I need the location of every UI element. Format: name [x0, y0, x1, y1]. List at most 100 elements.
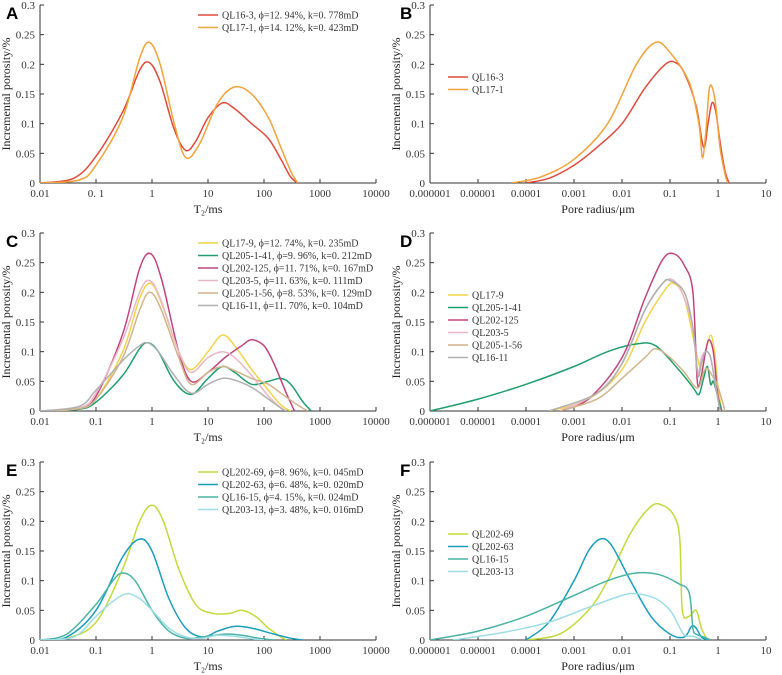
y-axis-title: Incremental porosity/% [389, 495, 403, 608]
y-tick-label: 0.2 [21, 516, 35, 528]
legend-label: QL202-69 [472, 530, 514, 541]
x-tick-label: 10 [203, 416, 215, 428]
x-tick-label: 0.000001 [409, 416, 450, 428]
x-tick-label: 10 [761, 645, 773, 657]
y-tick-label: 0.15 [16, 317, 36, 329]
y-tick-label: 0.3 [411, 0, 425, 12]
x-tick-label: 1 [715, 645, 721, 657]
y-tick-label: 0.2 [21, 59, 35, 71]
y-tick-label: 0.1 [411, 347, 425, 359]
y-tick-label: 0 [30, 635, 36, 647]
y-tick-label: 0.3 [411, 457, 425, 469]
x-tick-label: 0.001 [562, 416, 587, 428]
y-tick-label: 0.15 [406, 546, 426, 558]
series-line [430, 342, 723, 411]
y-tick-label: 0 [30, 406, 36, 418]
x-tick-label: 0.001 [562, 188, 587, 200]
x-tick-label: 0.01 [612, 188, 631, 200]
x-tick-label: 0.1 [89, 645, 103, 657]
x-tick-label: 0.1 [663, 416, 677, 428]
x-tick-label: 10000 [362, 416, 390, 428]
x-tick-label: 100 [256, 188, 273, 200]
y-tick-label: 0.25 [16, 30, 36, 42]
y-tick-label: 0.05 [16, 148, 36, 160]
y-tick-label: 0.2 [411, 516, 425, 528]
panel-letter: C [6, 232, 18, 251]
y-tick-label: 0.3 [21, 0, 35, 12]
series-group [40, 252, 312, 411]
x-axis-title: Pore radius/μm [561, 202, 635, 216]
y-tick-label: 0.05 [406, 376, 426, 388]
panel-letter: F [400, 461, 410, 480]
legend-label: QL16-15 [472, 555, 509, 566]
x-tick-label: 0.001 [562, 645, 587, 657]
series-line [40, 592, 265, 640]
x-tick-label: 1 [149, 188, 155, 200]
y-tick-label: 0.15 [406, 317, 426, 329]
x-tick-label: 0.0001 [511, 416, 541, 428]
y-tick-label: 0.25 [16, 258, 36, 270]
series-line [40, 341, 312, 411]
series-line [548, 282, 723, 411]
series-group [511, 41, 730, 183]
series-line [559, 252, 721, 411]
legend-label: QL205-1-56 [472, 341, 522, 352]
legend-label: QL205-1-41 [472, 303, 522, 314]
legend-label: QL17-9 [472, 291, 504, 302]
y-tick-label: 0.25 [406, 258, 426, 270]
x-tick-label: 100 [256, 645, 273, 657]
x-tick-label: 100 [256, 416, 273, 428]
legend: QL17-9, ϕ=12. 74%, k=0. 235mDQL205-1-41,… [198, 239, 373, 312]
series-group [430, 502, 711, 640]
legend-label: QL202-69, ϕ=8. 96%, k=0. 045mD [222, 468, 364, 479]
panel-letter: E [6, 461, 17, 480]
series-line [40, 504, 287, 640]
series-group [40, 504, 304, 640]
x-tick-label: 10 [203, 645, 215, 657]
x-tick-label: 0.1 [89, 416, 103, 428]
y-tick-label: 0.2 [411, 59, 425, 71]
y-tick-label: 0.25 [406, 487, 426, 499]
legend-label: QL203-13 [472, 567, 514, 578]
legend-label: QL17-1 [472, 85, 504, 96]
x-tick-label: 0.0001 [511, 645, 541, 657]
legend-label: QL203-5 [472, 328, 509, 339]
y-tick-label: 0.25 [16, 487, 36, 499]
x-tick-label: 0.000001 [409, 188, 450, 200]
y-tick-label: 0.1 [21, 576, 35, 588]
series-line [40, 41, 299, 183]
x-tick-label: 1 [149, 645, 155, 657]
y-tick-label: 0.1 [411, 576, 425, 588]
legend-label: QL16-11 [472, 353, 508, 364]
legend-label: QL202-125 [472, 316, 519, 327]
y-axis-title: Incremental porosity/% [0, 266, 13, 379]
x-tick-label: 10 [761, 416, 773, 428]
series-line [525, 537, 708, 640]
y-tick-label: 0 [30, 178, 36, 190]
x-tick-label: 1 [715, 188, 721, 200]
panel-D: D 0 0.05 0.1 0.15 0.2 0.25 0.3 0.000001 0.00001 0.… [389, 228, 772, 444]
y-tick-label: 0.2 [21, 287, 35, 299]
panel-letter: A [6, 4, 18, 23]
series-group [40, 41, 299, 183]
x-tick-label: 0.1 [663, 645, 677, 657]
legend-label: QL205-1-56, ϕ=8. 53%, k=0. 129mD [222, 289, 372, 300]
x-axis-title: T₂/ms [194, 430, 223, 444]
series-line [548, 278, 721, 411]
x-tick-label: 1 [715, 416, 721, 428]
x-tick-label: 0.00001 [460, 188, 496, 200]
x-tick-label: 1000 [309, 416, 332, 428]
x-tick-label: 1000 [309, 645, 332, 657]
x-tick-label: 1 [149, 416, 155, 428]
series-group [430, 252, 726, 411]
y-tick-label: 0.3 [21, 228, 35, 240]
y-tick-label: 0 [420, 178, 426, 190]
series-line [40, 291, 308, 411]
y-axis-title: Incremental porosity/% [389, 266, 403, 379]
x-tick-label: 0.00001 [460, 416, 496, 428]
y-tick-label: 0.3 [21, 457, 35, 469]
legend-label: QL16-11, ϕ=11. 70%, k=0. 104mD [222, 301, 363, 312]
legend-label: QL202-63 [472, 542, 514, 553]
x-tick-label: 0.01 [30, 645, 49, 657]
